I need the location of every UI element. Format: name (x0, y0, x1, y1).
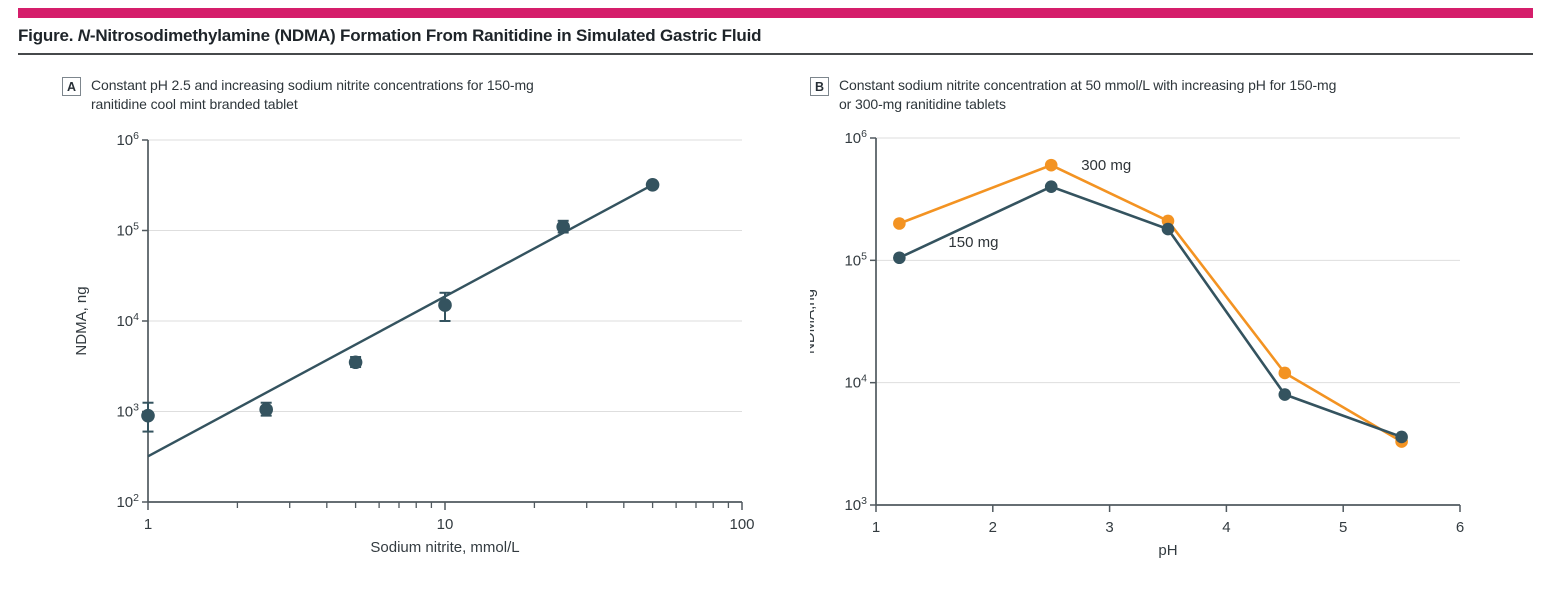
panel-b-header: B Constant sodium nitrite concentration … (810, 76, 1550, 114)
title-divider (18, 53, 1533, 55)
panel-a: A Constant pH 2.5 and increasing sodium … (62, 76, 807, 573)
series-point (1278, 388, 1292, 401)
y-tick-label: 105 (844, 250, 867, 269)
panel-a-label-box: A (62, 77, 81, 96)
x-tick-label: 6 (1456, 519, 1464, 536)
series-point (893, 217, 906, 230)
panel-b: B Constant sodium nitrite concentration … (810, 76, 1550, 573)
panel-b-chart: 103 104 105 106 1 2 3 4 5 6 pH NDMA,ng 300 mg 150 mg (810, 128, 1464, 559)
y-tick-label: 103 (116, 402, 139, 421)
y-tick-label: 106 (844, 128, 867, 147)
panel-a-caption: Constant pH 2.5 and increasing sodium ni… (91, 77, 534, 112)
x-tick-label: 100 (729, 516, 754, 533)
x-tick-label: 1 (872, 519, 880, 536)
y-tick-label: 104 (844, 373, 867, 392)
data-point (141, 408, 155, 423)
data-point (438, 298, 452, 312)
figure-title-italic-n: N (77, 26, 90, 45)
series-annotation: 150 mg (948, 234, 998, 251)
brand-accent-bar (18, 8, 1533, 18)
x-tick-label: 4 (1222, 519, 1230, 536)
x-axis-title: pH (1158, 542, 1177, 559)
x-tick-label: 10 (437, 516, 454, 533)
figure-title-prefix: Figure. (18, 26, 78, 45)
series-point (1044, 158, 1058, 172)
series-point (893, 251, 906, 265)
series-point (1278, 366, 1292, 380)
figure-title: Figure. N-Nitrosodimethylamine (NDMA) Fo… (18, 26, 761, 46)
y-tick-label: 103 (844, 495, 867, 514)
series-point (1044, 180, 1058, 193)
data-point (645, 177, 660, 192)
y-tick-label: 104 (116, 311, 139, 330)
y-axis-title: NDMA,ng (810, 289, 818, 354)
data-point (259, 402, 273, 417)
x-tick-label: 2 (989, 519, 997, 536)
series-line (898, 163, 1403, 443)
panel-a-header: A Constant pH 2.5 and increasing sodium … (62, 76, 807, 114)
panel-b-caption: Constant sodium nitrite concentration at… (839, 77, 1337, 112)
series-line (898, 185, 1403, 439)
data-point (348, 355, 363, 370)
x-tick-label: 3 (1105, 519, 1113, 536)
y-axis-title: NDMA, ng (73, 286, 90, 355)
series-point (1161, 222, 1175, 236)
series-annotation: 300 mg (1081, 157, 1131, 174)
x-tick-label: 5 (1339, 519, 1347, 536)
figure-title-rest: -Nitrosodimethylamine (NDMA) Formation F… (89, 26, 762, 45)
series-point (1395, 430, 1408, 444)
x-axis-title: Sodium nitrite, mmol/L (370, 539, 519, 556)
panel-b-label-box: B (810, 77, 829, 96)
y-tick-label: 106 (116, 130, 139, 149)
y-tick-label: 102 (116, 492, 139, 511)
x-tick-label: 1 (144, 516, 152, 533)
data-point (556, 219, 570, 234)
panel-a-chart: 102 103 104 105 106 1 10 100 Sodium nitrite, mmo… (73, 130, 755, 556)
y-tick-label: 105 (116, 221, 139, 240)
